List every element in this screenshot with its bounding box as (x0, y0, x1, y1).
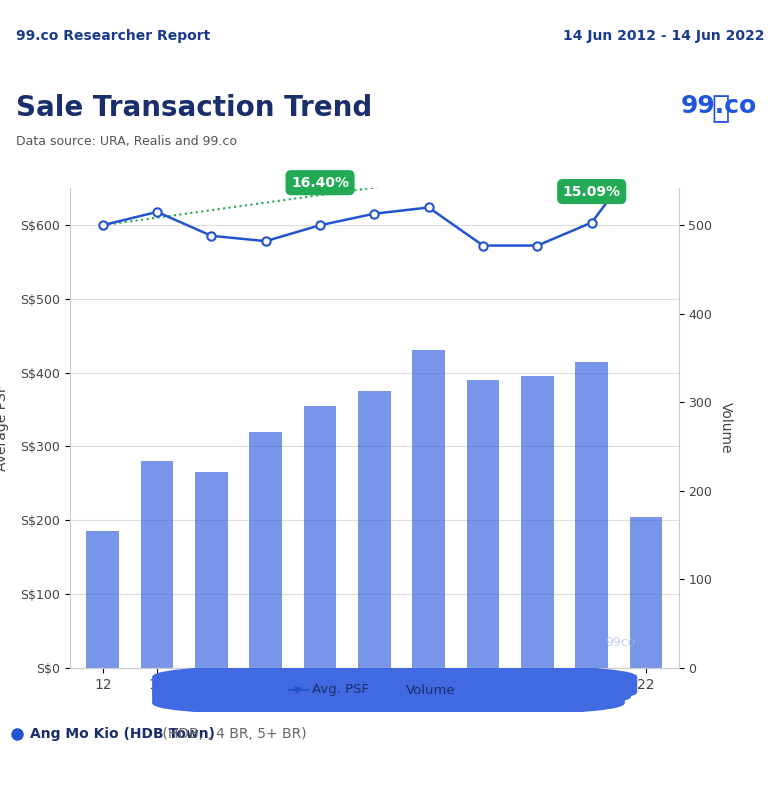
Bar (576, 362, 608, 668)
Text: Avg. PSF: Avg. PSF (312, 683, 369, 697)
Bar (303, 406, 336, 668)
Y-axis label: Average PSF: Average PSF (0, 385, 9, 471)
Y-axis label: Volume: Volume (719, 402, 733, 454)
Bar (413, 350, 445, 668)
Text: Ang Mo Kio (HDB Town): Ang Mo Kio (HDB Town) (30, 727, 214, 741)
Text: 15.09%: 15.09% (562, 185, 621, 198)
Text: (HDB, , 4 BR, 5+ BR): (HDB, , 4 BR, 5+ BR) (158, 727, 307, 741)
Text: Ⓜ: Ⓜ (711, 94, 729, 123)
FancyBboxPatch shape (152, 664, 625, 717)
Bar (141, 462, 173, 668)
Text: 99.co: 99.co (680, 94, 757, 118)
Text: 14 Jun 2012 - 14 Jun 2022: 14 Jun 2012 - 14 Jun 2022 (563, 29, 764, 43)
FancyBboxPatch shape (158, 664, 631, 710)
Bar (195, 472, 228, 668)
Bar (629, 517, 662, 668)
Bar (250, 432, 282, 668)
Text: 99co: 99co (605, 636, 636, 649)
Bar (358, 391, 391, 668)
Text: 16.40%: 16.40% (291, 176, 349, 190)
Text: 99.co Researcher Report: 99.co Researcher Report (16, 29, 210, 43)
Text: Sale Transaction Trend: Sale Transaction Trend (16, 94, 372, 122)
Text: Data source: URA, Realis and 99.co: Data source: URA, Realis and 99.co (16, 135, 236, 148)
Bar (521, 376, 554, 668)
Bar (87, 531, 119, 668)
Text: Volume: Volume (406, 683, 456, 697)
FancyBboxPatch shape (165, 664, 637, 706)
Bar (466, 380, 499, 668)
